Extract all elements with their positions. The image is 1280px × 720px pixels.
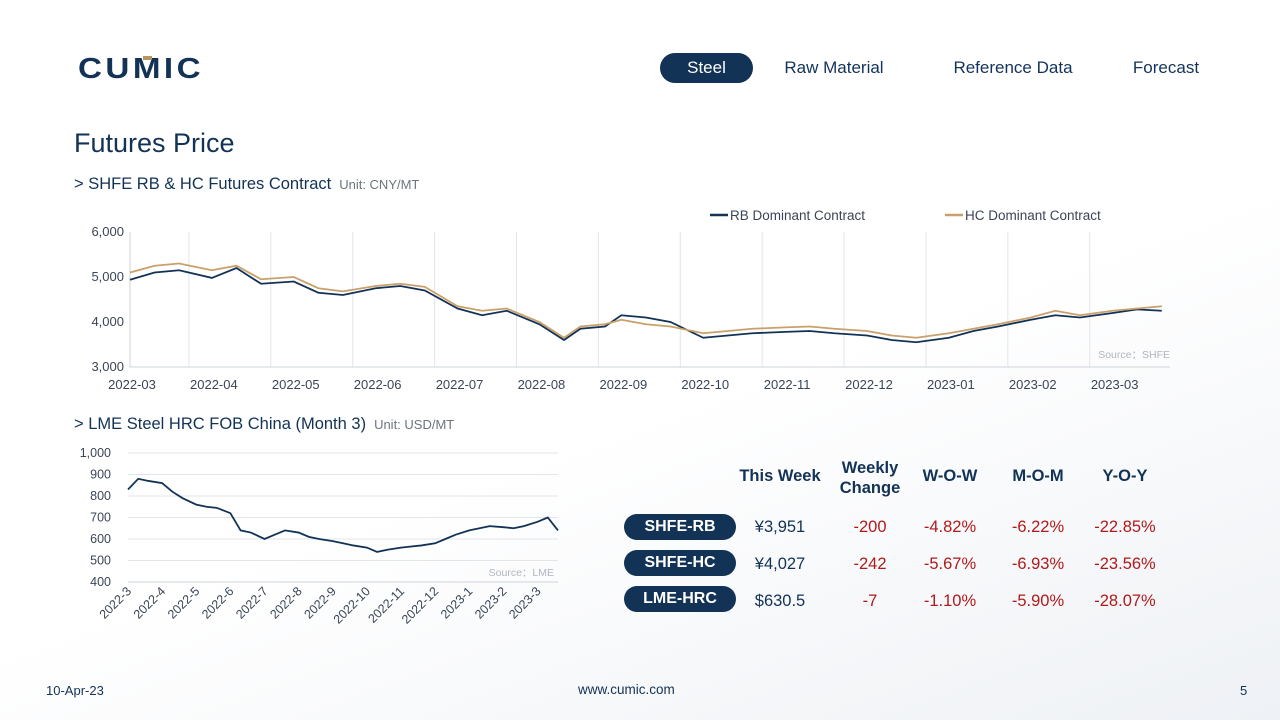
y-tick-label: 4,000	[91, 314, 124, 329]
x-tick-label: 2022-4	[131, 584, 168, 621]
x-tick-label: 2022-10	[331, 584, 373, 626]
x-tick-label: 2022-6	[199, 584, 236, 621]
series-line-hc	[129, 262, 1162, 339]
y-tick-label: 500	[90, 554, 111, 568]
footer-page-number: 5	[1240, 683, 1248, 698]
footer-url[interactable]: www.cumic.com	[578, 682, 675, 697]
section-title-lme: > LME Steel HRC FOB China (Month 3) Unit:…	[74, 415, 454, 434]
chart-source-shfe: Source：SHFE	[1098, 349, 1170, 361]
section-title-lme-text: > LME Steel HRC FOB China (Month 3)	[74, 415, 367, 433]
x-tick-label: 2023-03	[1091, 377, 1139, 392]
top-nav: Steel Raw Material Reference Data Foreca…	[660, 53, 1220, 83]
row-label-lme-hrc: LME-HRC	[624, 586, 736, 612]
x-tick-label: 2022-12	[845, 377, 893, 392]
y-tick-label: 600	[90, 532, 111, 546]
x-tick-label: 2022-06	[354, 377, 402, 392]
logo-accent	[143, 56, 152, 60]
nav-tab-forecast[interactable]: Forecast	[1132, 58, 1200, 77]
x-tick-label: 2023-01	[927, 377, 975, 392]
x-tick-label: 2022-04	[190, 377, 238, 392]
cell-mom: -5.90%	[1011, 592, 1065, 610]
cell-this-week: ¥3,951	[754, 518, 806, 536]
x-tick-label: 2023-02	[1009, 377, 1057, 392]
cell-wow: -1.10%	[923, 592, 977, 610]
y-tick-label: 900	[90, 468, 111, 482]
cell-weekly-change: -7	[862, 592, 878, 610]
x-tick-label: 2022-07	[436, 377, 484, 392]
y-tick-label: 400	[90, 575, 111, 589]
header-weekly-change: Weekly Change	[830, 458, 910, 498]
section-title-shfe: > SHFE RB & HC Futures Contract Unit: CNY…	[74, 175, 419, 194]
logo-text: CUMIC	[78, 53, 204, 84]
footer-date: 10-Apr-23	[46, 683, 104, 698]
shfe-futures-chart: 3,000 4,000 5,000 6,000 2022-03 2022-04 2022-0…	[91, 208, 1170, 392]
series-line-rb	[129, 266, 1162, 344]
cell-this-week: ¥4,027	[754, 555, 806, 573]
x-tick-label: 2022-05	[272, 377, 320, 392]
header-this-week: This Week	[739, 467, 821, 485]
cell-mom: -6.93%	[1011, 555, 1065, 573]
chart-source-lme: Source：LME	[489, 567, 554, 579]
header-wow: W-O-W	[922, 467, 978, 485]
section-title-shfe-text: > SHFE RB & HC Futures Contract	[74, 175, 332, 193]
cell-yoy: -23.56%	[1094, 555, 1156, 573]
x-tick-label: 2022-3	[97, 584, 134, 621]
row-label-shfe-hc: SHFE-HC	[624, 550, 736, 576]
header-yoy: Y-O-Y	[1102, 467, 1148, 485]
y-tick-label: 700	[90, 511, 111, 525]
cell-yoy: -28.07%	[1094, 592, 1156, 610]
nav-tab-raw-material[interactable]: Raw Material	[784, 58, 884, 77]
legend-label: RB Dominant Contract	[730, 208, 865, 223]
y-tick-label: 1,000	[80, 446, 111, 460]
x-tick-label: 2022-09	[599, 377, 647, 392]
lme-hrc-chart: 4005006007008009001,0002022-32022-42022-…	[80, 446, 559, 627]
x-tick-label: 2023-2	[472, 584, 509, 621]
header-weekly-change-line2: Change	[839, 479, 901, 497]
x-tick-label: 2023-3	[506, 584, 543, 621]
y-tick-label: 3,000	[91, 359, 124, 374]
cell-this-week: $630.5	[754, 592, 806, 610]
price-summary-table: This Week Weekly Change W-O-W M-O-M Y-O-…	[620, 452, 1180, 622]
cell-wow: -5.67%	[923, 555, 977, 573]
cell-weekly-change: -200	[853, 518, 887, 536]
x-tick-label: 2022-12	[399, 584, 441, 626]
cell-wow: -4.82%	[923, 518, 977, 536]
x-tick-label: 2022-08	[518, 377, 566, 392]
y-tick-label: 5,000	[91, 269, 124, 284]
x-tick-label: 2022-8	[267, 584, 304, 621]
row-label-shfe-rb: SHFE-RB	[624, 514, 736, 540]
x-tick-label: 2023-1	[438, 584, 475, 621]
header-mom: M-O-M	[1012, 467, 1064, 485]
x-tick-label: 2022-5	[165, 584, 202, 621]
x-tick-label: 2022-10	[681, 377, 729, 392]
nav-tab-steel[interactable]: Steel	[660, 53, 753, 83]
cell-weekly-change: -242	[853, 555, 887, 573]
legend-label: HC Dominant Contract	[965, 208, 1101, 223]
header-weekly-change-line1: Weekly	[841, 459, 899, 477]
x-tick-label: 2022-7	[233, 584, 270, 621]
cumic-logo: CUMIC	[78, 53, 204, 84]
cell-yoy: -22.85%	[1094, 518, 1156, 536]
nav-tab-reference-data[interactable]: Reference Data	[953, 58, 1073, 77]
series-line-lme-hrc	[127, 477, 559, 553]
x-tick-label: 2022-11	[764, 377, 811, 392]
page-title: Futures Price	[74, 128, 235, 158]
x-tick-label: 2022-03	[108, 377, 156, 392]
section-unit-shfe: Unit: CNY/MT	[339, 177, 420, 192]
y-tick-label: 6,000	[91, 224, 124, 239]
cell-mom: -6.22%	[1011, 518, 1065, 536]
y-tick-label: 800	[90, 489, 111, 503]
section-unit-lme: Unit: USD/MT	[374, 417, 455, 432]
